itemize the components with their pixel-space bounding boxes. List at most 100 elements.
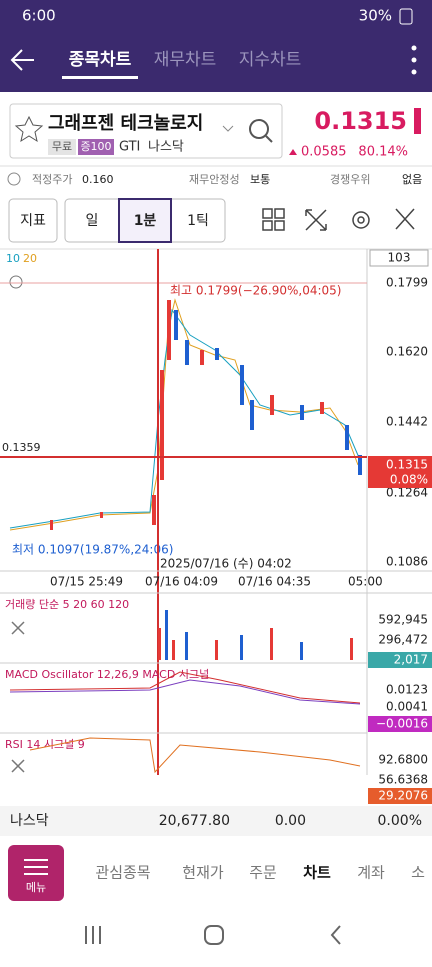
- macd-label: 0.0041: [386, 700, 428, 714]
- badge-bg: [78, 139, 114, 155]
- price-label: 0.1264: [386, 486, 428, 500]
- info-value: 0.160: [82, 173, 114, 186]
- battery-icon: [399, 8, 413, 25]
- dropdown-arrow: [222, 125, 234, 132]
- info-value: 보통: [250, 173, 270, 186]
- period[interactable]: 1분: [134, 213, 157, 229]
- period-selected[interactable]: [118, 198, 172, 243]
- info-value: 없음: [402, 173, 422, 186]
- time-label: 07/16 04:35: [238, 575, 311, 589]
- index-change-pct: 0.00%: [378, 813, 422, 829]
- nav-item[interactable]: 주문: [249, 864, 277, 882]
- stock-name: 그래프젠 테크놀로지: [48, 113, 203, 134]
- time-label: 07/15 25:49: [50, 575, 123, 589]
- macd-current: −0.0016: [376, 717, 428, 731]
- back-button[interactable]: [10, 49, 34, 71]
- back-nav[interactable]: [330, 925, 341, 945]
- current-price-box: [368, 456, 432, 488]
- crosshair-time: 2025/07/16 (수) 04:02: [160, 557, 292, 571]
- tab[interactable]: 재무차트: [154, 50, 217, 70]
- stock-change: 0.0585: [301, 145, 347, 160]
- rsi-label: 92.6800: [378, 753, 428, 767]
- nav-item[interactable]: 차트: [303, 864, 331, 882]
- index-value: 20,677.80: [159, 813, 230, 829]
- candles: [9, 298, 362, 531]
- tool-icons[interactable]: [262, 208, 415, 231]
- indicator-label: 지표: [20, 213, 46, 229]
- tab[interactable]: 지수차트: [239, 50, 302, 70]
- index-name: 나스닥: [10, 813, 49, 829]
- rsi-line: [29, 737, 361, 774]
- index-change: 0.00: [275, 813, 306, 829]
- macd-label: 0.0123: [386, 683, 428, 697]
- volume-label: 592,945: [378, 613, 428, 627]
- status-time: 6:00: [22, 7, 56, 25]
- count-box: [369, 249, 429, 267]
- time-label: 05:00: [348, 575, 383, 589]
- search-icon: [265, 135, 273, 143]
- current-price: 0.1315: [386, 458, 428, 472]
- volume-label: 296,472: [378, 633, 428, 647]
- rsi-current: 29.2076: [378, 789, 428, 803]
- badge: 무료: [52, 140, 72, 153]
- ma-legend: 10: [6, 252, 20, 265]
- search-icon[interactable]: [249, 119, 269, 139]
- rsi-current-box: [368, 788, 432, 804]
- close-icon[interactable]: [11, 759, 25, 773]
- volume-bars: [158, 610, 353, 660]
- bottom-nav: [0, 836, 432, 904]
- nav-item[interactable]: 관심종목: [95, 864, 150, 882]
- tab[interactable]: 종목차트: [69, 50, 132, 70]
- nav-item[interactable]: 소: [411, 864, 425, 882]
- macd-line: [9, 671, 361, 704]
- current-pct: 0.08%: [390, 473, 428, 487]
- info-label: 적정주가: [32, 173, 72, 186]
- high-annotation: 최고 0.1799(−26.90%,04:05): [170, 284, 341, 298]
- crosshair-price: 0.1359: [2, 441, 41, 454]
- more-menu[interactable]: [411, 45, 417, 75]
- price-bar: [414, 108, 421, 134]
- tab-underline: [62, 76, 138, 79]
- stock-price: 0.1315: [314, 107, 407, 135]
- status-battery: 30%: [359, 7, 392, 25]
- stock-change-pct: 80.14%: [358, 145, 408, 160]
- close-icon[interactable]: [11, 621, 25, 635]
- time-label: 07/16 04:09: [145, 575, 218, 589]
- nav-item[interactable]: 계좌: [357, 864, 385, 882]
- indicator-button[interactable]: [8, 198, 58, 243]
- low-annotation: 최저 0.1097(19.87%,24:06): [12, 543, 173, 557]
- period[interactable]: 1틱: [187, 213, 209, 229]
- rsi-label: 56.6368: [378, 773, 428, 787]
- badge: 증100: [80, 140, 111, 153]
- recent-apps[interactable]: [85, 926, 101, 944]
- price-label: 0.1442: [386, 415, 428, 429]
- home-button[interactable]: [204, 925, 224, 945]
- volume-title: 거래량 단순 5 20 60 120: [5, 598, 129, 611]
- system-nav: [0, 904, 432, 963]
- stock-code: GTI: [119, 140, 140, 155]
- zoom-icon[interactable]: [9, 275, 23, 289]
- rsi-title: RSI 14 시그널 9: [5, 738, 85, 751]
- up-arrow: [289, 149, 297, 155]
- period[interactable]: 일: [86, 213, 99, 229]
- nav-item[interactable]: 현재가: [182, 864, 224, 882]
- info-label: 재무안정성: [189, 173, 240, 186]
- signal-line: [9, 679, 361, 705]
- ma-legend: 20: [23, 252, 37, 265]
- macd-current-box: [368, 716, 432, 732]
- menu-icon: [24, 859, 48, 875]
- volume-current-box: [368, 652, 432, 668]
- info-row: [0, 166, 432, 192]
- price-label: 0.1620: [386, 345, 428, 359]
- help-icon[interactable]: [7, 172, 21, 186]
- stock-market: 나스닥: [148, 140, 184, 155]
- price-label: 0.1086: [386, 555, 428, 569]
- info-label: 경쟁우위: [330, 173, 370, 186]
- badge-bg: [48, 139, 76, 155]
- candle-count: 103: [388, 251, 411, 265]
- favorite-star[interactable]: [14, 115, 44, 143]
- volume-current: 2,017: [394, 653, 428, 667]
- macd-title: MACD Oscillator 12,26,9 MACD 시그널: [5, 668, 209, 681]
